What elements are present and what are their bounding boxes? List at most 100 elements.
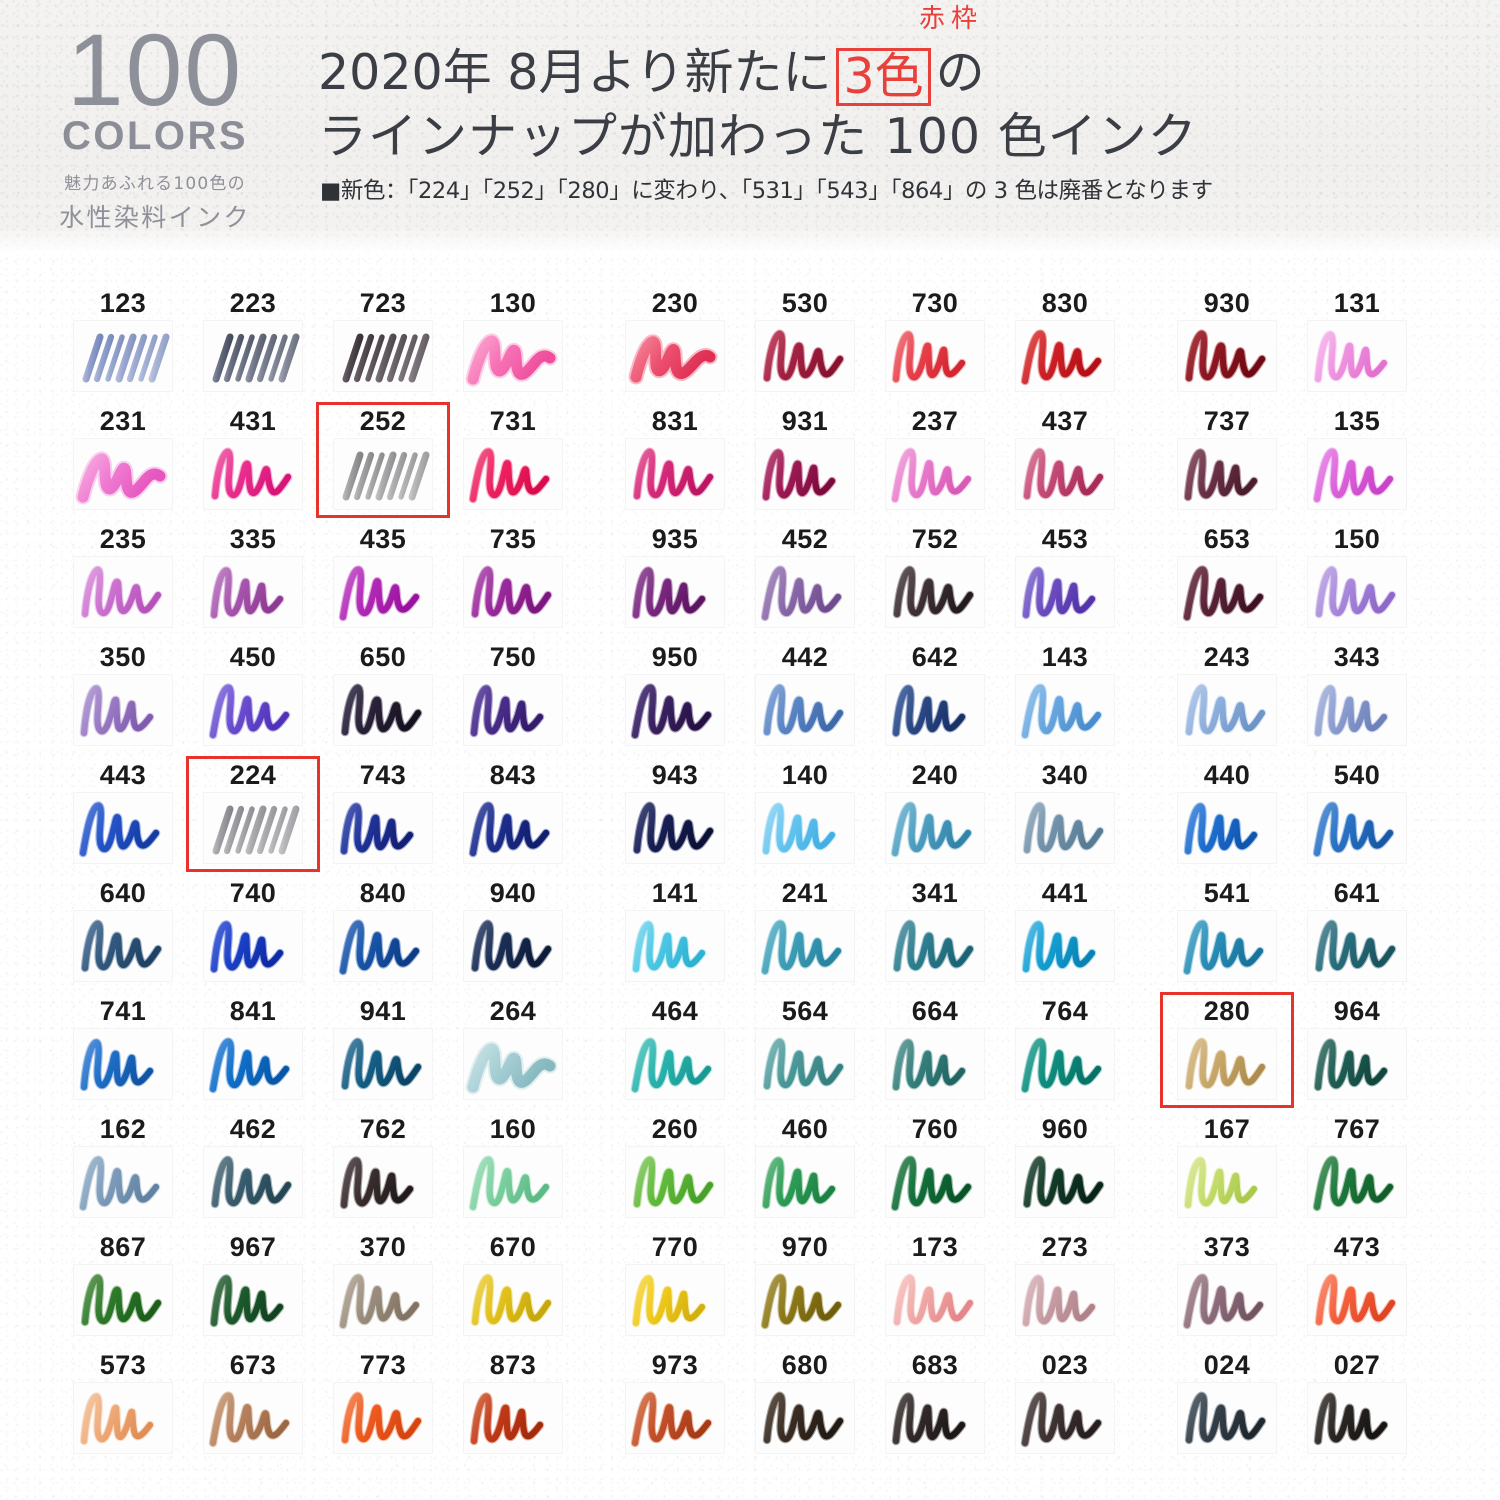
swatch-cell-867[interactable]: 867 (58, 1230, 188, 1348)
swatch-cell-642[interactable]: 642 (870, 640, 1000, 758)
swatch-cell-767[interactable]: 767 (1292, 1112, 1422, 1230)
swatch-cell-970[interactable]: 970 (740, 1230, 870, 1348)
swatch-cell-940[interactable]: 940 (448, 876, 578, 994)
swatch-cell-252[interactable]: 252 (316, 402, 450, 522)
swatch-cell-373[interactable]: 373 (1162, 1230, 1292, 1348)
swatch-cell-230[interactable]: 230 (610, 286, 740, 404)
swatch-cell-831[interactable]: 831 (610, 404, 740, 522)
swatch-cell-750[interactable]: 750 (448, 640, 578, 758)
swatch-cell-231[interactable]: 231 (58, 404, 188, 522)
swatch-cell-223[interactable]: 223 (188, 286, 318, 404)
swatch-cell-443[interactable]: 443 (58, 758, 188, 876)
swatch-cell-680[interactable]: 680 (740, 1348, 870, 1466)
swatch-cell-130[interactable]: 130 (448, 286, 578, 404)
swatch-cell-752[interactable]: 752 (870, 522, 1000, 640)
swatch-cell-764[interactable]: 764 (1000, 994, 1130, 1112)
swatch-cell-964[interactable]: 964 (1292, 994, 1422, 1112)
swatch-cell-452[interactable]: 452 (740, 522, 870, 640)
swatch-cell-650[interactable]: 650 (318, 640, 448, 758)
swatch-cell-641[interactable]: 641 (1292, 876, 1422, 994)
swatch-cell-131[interactable]: 131 (1292, 286, 1422, 404)
swatch-cell-740[interactable]: 740 (188, 876, 318, 994)
swatch-cell-240[interactable]: 240 (870, 758, 1000, 876)
swatch-cell-273[interactable]: 273 (1000, 1230, 1130, 1348)
swatch-cell-160[interactable]: 160 (448, 1112, 578, 1230)
swatch-cell-530[interactable]: 530 (740, 286, 870, 404)
swatch-cell-450[interactable]: 450 (188, 640, 318, 758)
swatch-cell-440[interactable]: 440 (1162, 758, 1292, 876)
swatch-cell-141[interactable]: 141 (610, 876, 740, 994)
swatch-cell-473[interactable]: 473 (1292, 1230, 1422, 1348)
swatch-cell-760[interactable]: 760 (870, 1112, 1000, 1230)
swatch-cell-960[interactable]: 960 (1000, 1112, 1130, 1230)
swatch-cell-462[interactable]: 462 (188, 1112, 318, 1230)
swatch-cell-737[interactable]: 737 (1162, 404, 1292, 522)
swatch-cell-464[interactable]: 464 (610, 994, 740, 1112)
swatch-cell-743[interactable]: 743 (318, 758, 448, 876)
swatch-cell-540[interactable]: 540 (1292, 758, 1422, 876)
swatch-cell-241[interactable]: 241 (740, 876, 870, 994)
swatch-cell-243[interactable]: 243 (1162, 640, 1292, 758)
swatch-cell-773[interactable]: 773 (318, 1348, 448, 1466)
swatch-cell-843[interactable]: 843 (448, 758, 578, 876)
swatch-cell-150[interactable]: 150 (1292, 522, 1422, 640)
swatch-cell-260[interactable]: 260 (610, 1112, 740, 1230)
swatch-cell-453[interactable]: 453 (1000, 522, 1130, 640)
swatch-cell-027[interactable]: 027 (1292, 1348, 1422, 1466)
swatch-cell-762[interactable]: 762 (318, 1112, 448, 1230)
swatch-cell-140[interactable]: 140 (740, 758, 870, 876)
swatch-cell-167[interactable]: 167 (1162, 1112, 1292, 1230)
swatch-cell-435[interactable]: 435 (318, 522, 448, 640)
swatch-cell-343[interactable]: 343 (1292, 640, 1422, 758)
swatch-cell-653[interactable]: 653 (1162, 522, 1292, 640)
swatch-cell-670[interactable]: 670 (448, 1230, 578, 1348)
swatch-cell-840[interactable]: 840 (318, 876, 448, 994)
swatch-cell-943[interactable]: 943 (610, 758, 740, 876)
swatch-cell-024[interactable]: 024 (1162, 1348, 1292, 1466)
swatch-cell-340[interactable]: 340 (1000, 758, 1130, 876)
swatch-cell-123[interactable]: 123 (58, 286, 188, 404)
swatch-cell-683[interactable]: 683 (870, 1348, 1000, 1466)
swatch-cell-973[interactable]: 973 (610, 1348, 740, 1466)
swatch-cell-830[interactable]: 830 (1000, 286, 1130, 404)
swatch-cell-673[interactable]: 673 (188, 1348, 318, 1466)
swatch-cell-023[interactable]: 023 (1000, 1348, 1130, 1466)
swatch-cell-280[interactable]: 280 (1160, 992, 1294, 1112)
swatch-cell-264[interactable]: 264 (448, 994, 578, 1112)
swatch-cell-950[interactable]: 950 (610, 640, 740, 758)
swatch-cell-573[interactable]: 573 (58, 1348, 188, 1466)
swatch-cell-460[interactable]: 460 (740, 1112, 870, 1230)
swatch-cell-235[interactable]: 235 (58, 522, 188, 640)
swatch-cell-735[interactable]: 735 (448, 522, 578, 640)
swatch-cell-935[interactable]: 935 (610, 522, 740, 640)
swatch-cell-723[interactable]: 723 (318, 286, 448, 404)
swatch-cell-431[interactable]: 431 (188, 404, 318, 522)
swatch-cell-237[interactable]: 237 (870, 404, 1000, 522)
swatch-cell-370[interactable]: 370 (318, 1230, 448, 1348)
swatch-cell-437[interactable]: 437 (1000, 404, 1130, 522)
swatch-cell-664[interactable]: 664 (870, 994, 1000, 1112)
swatch-cell-350[interactable]: 350 (58, 640, 188, 758)
swatch-cell-931[interactable]: 931 (740, 404, 870, 522)
swatch-cell-741[interactable]: 741 (58, 994, 188, 1112)
swatch-cell-224[interactable]: 224 (186, 756, 320, 876)
swatch-cell-930[interactable]: 930 (1162, 286, 1292, 404)
swatch-cell-967[interactable]: 967 (188, 1230, 318, 1348)
swatch-cell-335[interactable]: 335 (188, 522, 318, 640)
swatch-cell-162[interactable]: 162 (58, 1112, 188, 1230)
swatch-cell-341[interactable]: 341 (870, 876, 1000, 994)
swatch-cell-730[interactable]: 730 (870, 286, 1000, 404)
swatch-cell-640[interactable]: 640 (58, 876, 188, 994)
swatch-cell-441[interactable]: 441 (1000, 876, 1130, 994)
swatch-cell-442[interactable]: 442 (740, 640, 870, 758)
swatch-cell-135[interactable]: 135 (1292, 404, 1422, 522)
swatch-cell-731[interactable]: 731 (448, 404, 578, 522)
swatch-cell-873[interactable]: 873 (448, 1348, 578, 1466)
swatch-cell-841[interactable]: 841 (188, 994, 318, 1112)
swatch-cell-541[interactable]: 541 (1162, 876, 1292, 994)
swatch-cell-770[interactable]: 770 (610, 1230, 740, 1348)
swatch-cell-941[interactable]: 941 (318, 994, 448, 1112)
swatch-cell-173[interactable]: 173 (870, 1230, 1000, 1348)
swatch-cell-143[interactable]: 143 (1000, 640, 1130, 758)
swatch-cell-564[interactable]: 564 (740, 994, 870, 1112)
